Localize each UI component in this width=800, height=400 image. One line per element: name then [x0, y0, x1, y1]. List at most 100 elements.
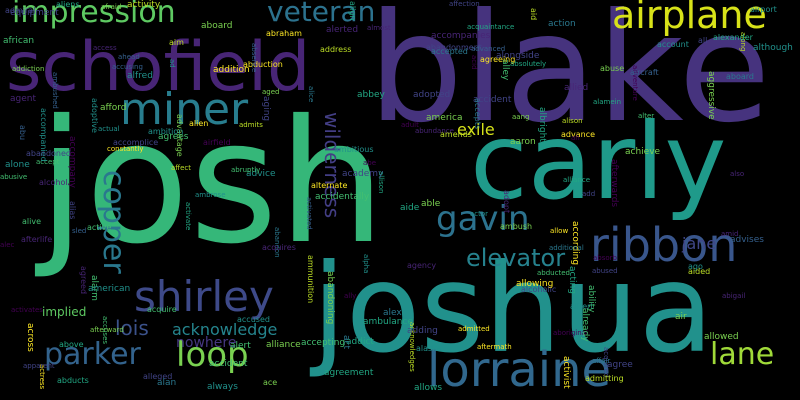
- word-small: addition: [213, 65, 250, 75]
- word-small: academy: [342, 169, 384, 179]
- word-small: activity: [127, 0, 161, 10]
- word-small: admiral: [5, 6, 36, 15]
- word-nowhere: nowhere: [176, 335, 237, 351]
- word-small: accompany: [67, 136, 77, 188]
- word-small: aaron: [510, 137, 536, 147]
- word-small: alarm: [89, 275, 99, 301]
- word-small: accusing: [112, 63, 143, 71]
- word-small: accepts: [473, 98, 482, 130]
- word-small: accuses: [101, 316, 109, 345]
- word-small: acquaintance: [467, 23, 515, 31]
- word-small: absolutely: [510, 60, 547, 68]
- word-lois: lois: [115, 316, 149, 340]
- word-small: abandon: [273, 227, 281, 258]
- word-exile: exile: [457, 120, 495, 139]
- word-small: ace: [263, 378, 278, 387]
- word-airplane: airplane: [612, 0, 767, 37]
- word-small: adopt: [502, 190, 511, 214]
- word-small: abbey: [357, 90, 385, 100]
- word-small: alamein: [593, 98, 622, 106]
- word-small: accomplice: [113, 138, 159, 147]
- word-ribbon: ribbon: [590, 218, 738, 272]
- word-small: always: [207, 382, 238, 392]
- word-small: ago: [688, 262, 703, 271]
- word-small: ambrose: [195, 191, 226, 199]
- word-small: afterwards: [609, 159, 619, 208]
- word-small: america: [426, 113, 463, 123]
- word-small: admits: [239, 121, 263, 129]
- word-small: abandoned: [26, 149, 71, 158]
- word-schofield: schofield: [6, 28, 311, 107]
- word-small: active: [87, 223, 112, 232]
- word-small: ambushed: [51, 72, 59, 109]
- word-small: aboriginal: [553, 329, 588, 337]
- word-small: ahead: [118, 53, 140, 61]
- word-shirley: shirley: [134, 272, 274, 321]
- word-implied: implied: [42, 305, 87, 319]
- word-small: aftermath: [477, 343, 512, 351]
- word-small: alert: [230, 341, 251, 351]
- word-small: allowing: [516, 279, 554, 289]
- word-small: agency: [407, 261, 437, 270]
- word-small: advantage: [175, 114, 184, 157]
- word-small: accidentally: [315, 192, 370, 202]
- word-small: air: [675, 312, 687, 322]
- word-small: accused: [237, 315, 270, 324]
- word-small: acquired: [602, 347, 610, 378]
- word-small: abigail: [722, 292, 746, 300]
- word-small: aided: [688, 267, 711, 276]
- word-small: accident: [209, 359, 248, 369]
- word-small: alternate: [311, 181, 348, 190]
- word-small: amends: [440, 130, 472, 139]
- word-small: aging: [261, 96, 271, 122]
- word-small: admitted: [458, 325, 490, 333]
- word-small: almost: [367, 24, 391, 32]
- word-joshua: joshua: [312, 238, 714, 380]
- word-copper: copper: [96, 170, 131, 274]
- word-small: acid: [470, 55, 478, 70]
- word-small: american: [88, 284, 131, 294]
- word-small: abu: [18, 125, 27, 141]
- word-small: account: [657, 40, 689, 49]
- word-small: abundance: [415, 127, 454, 135]
- word-jane: jane: [682, 234, 717, 253]
- word-small: alcoholic: [521, 285, 557, 294]
- word-small: absorb: [593, 254, 617, 262]
- word-small: airfield: [203, 138, 231, 147]
- word-small: alec: [0, 241, 15, 249]
- word-small: agreement: [324, 368, 374, 378]
- word-acknowledge: acknowledge: [172, 320, 278, 339]
- word-small: according: [570, 221, 580, 266]
- word-small: afford: [100, 103, 127, 113]
- word-small: ammunition: [306, 255, 315, 304]
- word-small: align: [348, 1, 357, 21]
- word-small: ambush: [500, 222, 533, 231]
- word-small: alone: [5, 160, 30, 170]
- word-small: acquires: [262, 243, 296, 252]
- word-small: abe: [363, 159, 377, 167]
- word-small: already: [580, 308, 590, 342]
- word-small: albert: [570, 302, 594, 311]
- word-small: agent: [10, 94, 36, 104]
- word-small: accept: [36, 158, 60, 166]
- word-small: acknowledges: [408, 322, 416, 372]
- word-small: alleged: [143, 372, 173, 381]
- word-small: sled: [72, 227, 87, 235]
- word-small: aide: [400, 203, 420, 213]
- word-small: add: [582, 190, 596, 198]
- word-small: alley: [500, 59, 510, 81]
- word-small: address: [320, 45, 352, 54]
- word-small: acquire: [147, 305, 177, 314]
- word-small: act: [341, 335, 351, 349]
- word-small: abusive: [0, 173, 28, 181]
- word-small: ambulance: [363, 317, 413, 327]
- word-small: agreed: [79, 266, 88, 295]
- word-small: adventure: [631, 65, 639, 101]
- word-small: also: [730, 170, 745, 178]
- word-small: accident: [473, 95, 512, 105]
- word-small: alice: [307, 86, 315, 103]
- word-small: ability: [586, 285, 596, 313]
- word-lorraine: lorraine: [427, 342, 612, 398]
- word-small: agrees: [158, 132, 189, 142]
- word-small: aid: [529, 8, 538, 21]
